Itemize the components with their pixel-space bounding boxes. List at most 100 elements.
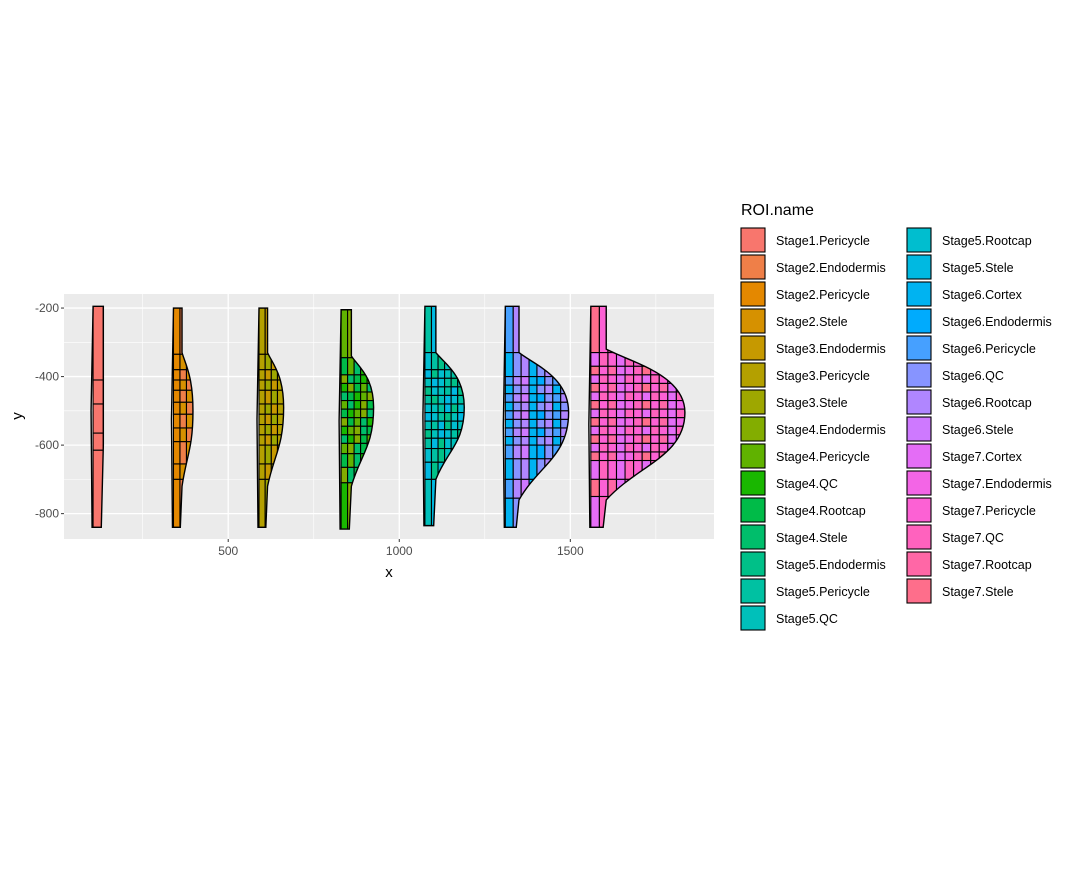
legend-item: Stage7.QC xyxy=(906,524,1004,550)
legend-key xyxy=(906,470,932,496)
legend-item: Stage4.Endodermis xyxy=(740,416,886,442)
roi-cell xyxy=(172,427,181,443)
roi-cell xyxy=(92,403,104,434)
legend-item: Stage4.QC xyxy=(740,470,838,496)
roi-cell xyxy=(624,451,635,462)
roi-cell xyxy=(340,408,349,419)
roi-cell xyxy=(360,391,368,402)
y-tick-label: -800 xyxy=(35,507,59,521)
stage-outline-stage4 xyxy=(338,309,375,530)
roi-cell xyxy=(172,401,181,415)
roi-cell xyxy=(264,389,272,405)
roi-cell xyxy=(615,374,626,384)
roi-cell xyxy=(504,376,514,386)
legend-item: Stage7.Rootcap xyxy=(906,551,1032,577)
roi-cell xyxy=(598,434,609,444)
roi-cell xyxy=(512,393,522,403)
roi-cell xyxy=(444,369,452,379)
stage-outline-stage2 xyxy=(170,307,194,529)
roi-cell xyxy=(598,417,609,427)
roi-cell xyxy=(430,403,439,414)
roi-cell xyxy=(641,374,652,384)
roi-cell xyxy=(353,425,362,436)
roi-cell xyxy=(520,418,530,429)
x-axis: 500 1000 1500 xyxy=(218,539,584,558)
legend-key xyxy=(906,335,932,361)
roi-cell xyxy=(504,306,514,354)
roi-cell xyxy=(633,442,643,453)
roi-cell xyxy=(658,425,669,436)
legend-item: Stage2.Pericycle xyxy=(740,281,870,307)
roi-cell xyxy=(624,434,635,444)
roi-cell xyxy=(437,386,446,396)
roi-cell xyxy=(430,447,439,463)
roi-cell xyxy=(450,386,459,396)
legend-label: Stage3.Endodermis xyxy=(776,342,886,356)
roi-cell xyxy=(264,434,272,446)
roi-cell xyxy=(650,391,660,402)
roi-cell xyxy=(424,403,433,414)
roi-cell xyxy=(675,408,685,419)
roi-cell xyxy=(607,352,618,367)
roi-cell xyxy=(520,384,530,395)
legend-item: Stage7.Pericycle xyxy=(906,497,1036,523)
roi-cell xyxy=(172,369,181,381)
roi-cell xyxy=(430,377,439,388)
roi-cell xyxy=(424,461,433,480)
roi-cell xyxy=(264,413,272,426)
roi-cell xyxy=(512,376,522,386)
roi-cell xyxy=(512,427,522,438)
roi-cell xyxy=(658,434,669,444)
legend-key xyxy=(740,551,766,577)
roi-cell xyxy=(430,420,439,431)
legend-key xyxy=(740,281,766,307)
legend-label: Stage6.Pericycle xyxy=(942,342,1036,356)
roi-cell xyxy=(347,391,355,402)
roi-cell xyxy=(258,369,266,381)
roi-cell xyxy=(650,434,660,444)
roi-cell xyxy=(512,418,522,429)
roi-cell xyxy=(536,401,546,412)
roi-cell xyxy=(353,400,362,410)
legend-item: Stage5.Endodermis xyxy=(740,551,886,577)
roi-cell xyxy=(520,427,530,438)
roi-cell xyxy=(598,400,609,410)
x-axis-title: x xyxy=(385,564,393,581)
legend-label: Stage3.Stele xyxy=(776,396,848,410)
roi-cell xyxy=(615,382,626,393)
roi-cell xyxy=(270,379,279,391)
roi-cell xyxy=(424,412,433,422)
roi-cell xyxy=(437,420,446,431)
roi-cell xyxy=(528,384,538,395)
roi-cell xyxy=(552,435,562,446)
roi-cell xyxy=(360,434,368,444)
legend-label: Stage7.Endodermis xyxy=(942,477,1052,491)
roi-cell xyxy=(528,418,538,429)
roi-cell xyxy=(179,389,188,403)
roi-cell xyxy=(598,365,609,376)
roi-cell xyxy=(504,444,514,460)
roi-cell xyxy=(424,429,433,439)
roi-cell xyxy=(607,417,618,427)
legend-item: Stage2.Stele xyxy=(740,308,848,334)
roi-cell xyxy=(590,434,600,444)
roi-cell xyxy=(641,408,652,419)
roi-cell xyxy=(504,497,514,528)
roi-cell xyxy=(424,447,433,463)
roi-cell xyxy=(615,434,626,444)
roi-cell xyxy=(92,432,104,451)
legend-key xyxy=(740,470,766,496)
roi-cell xyxy=(258,463,266,480)
roi-cell xyxy=(512,478,522,499)
legend-item: Stage5.Stele xyxy=(906,254,1014,280)
roi-cell xyxy=(179,427,188,443)
roi-cell xyxy=(437,447,446,463)
roi-cell xyxy=(615,425,626,436)
roi-cell xyxy=(615,417,626,427)
roi-cell xyxy=(544,427,554,438)
legend-key xyxy=(740,605,766,631)
y-tick-label: -600 xyxy=(35,438,59,452)
roi-cell xyxy=(598,478,609,498)
roi-cell xyxy=(347,374,355,384)
roi-cell xyxy=(444,420,452,431)
